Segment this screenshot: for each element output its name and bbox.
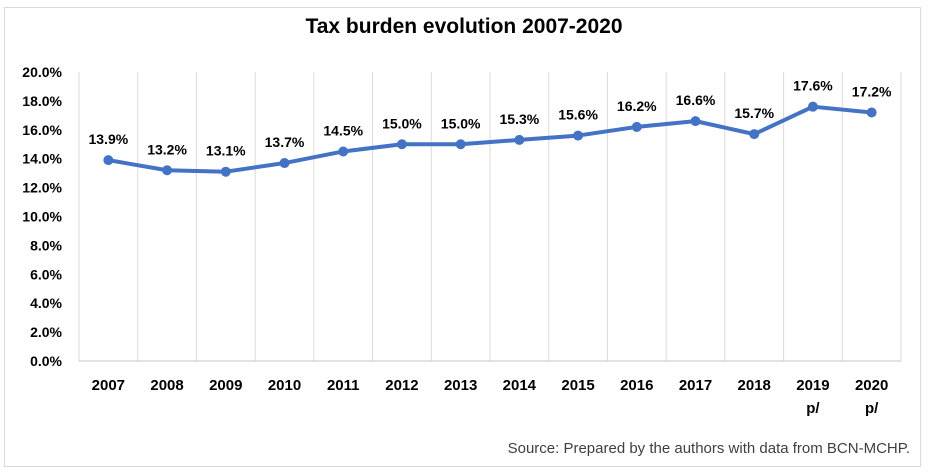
x-axis-label-2008: 2008 xyxy=(150,377,183,394)
x-axis-label-2020: 2020 xyxy=(855,377,888,394)
data-label-2017: 16.6% xyxy=(676,92,716,108)
x-axis-sublabel-2020: p/ xyxy=(865,400,879,417)
y-axis-label: 4.0% xyxy=(30,295,62,311)
y-axis-label: 2.0% xyxy=(30,324,62,340)
x-axis-label-2013: 2013 xyxy=(444,377,477,394)
y-axis-label: 20.0% xyxy=(22,64,62,80)
data-point-2009 xyxy=(220,166,231,177)
y-axis-label: 8.0% xyxy=(30,237,62,253)
data-label-2009: 13.1% xyxy=(206,143,246,159)
data-point-2011 xyxy=(338,146,349,157)
data-label-2007: 13.9% xyxy=(89,131,129,147)
data-point-2016 xyxy=(631,121,642,132)
data-point-2010 xyxy=(279,158,290,169)
data-label-2019: 17.6% xyxy=(793,78,833,94)
data-point-2015 xyxy=(573,130,584,141)
y-axis-label: 10.0% xyxy=(22,209,62,225)
y-axis-label: 14.0% xyxy=(22,151,62,167)
x-axis-label-2018: 2018 xyxy=(738,377,771,394)
y-axis-label: 16.0% xyxy=(22,122,62,138)
y-axis-label: 0.0% xyxy=(30,353,62,369)
data-point-2017 xyxy=(690,116,701,127)
data-point-2013 xyxy=(455,139,466,150)
data-point-2014 xyxy=(514,134,525,145)
data-point-2019 xyxy=(807,101,818,112)
data-point-2018 xyxy=(749,129,760,140)
x-axis-label-2017: 2017 xyxy=(679,377,712,394)
x-axis-label-2010: 2010 xyxy=(268,377,301,394)
y-axis-label: 12.0% xyxy=(22,180,62,196)
y-axis-label: 18.0% xyxy=(22,93,62,109)
series-line xyxy=(106,104,874,174)
source-note: Source: Prepared by the authors with dat… xyxy=(507,440,910,457)
data-point-2007 xyxy=(103,155,114,166)
data-label-2015: 15.6% xyxy=(558,107,598,123)
data-label-2013: 15.0% xyxy=(441,115,481,131)
x-axis-label-2016: 2016 xyxy=(620,377,653,394)
data-point-2008 xyxy=(162,165,173,176)
data-label-2010: 13.7% xyxy=(265,134,305,150)
data-label-2008: 13.2% xyxy=(147,141,187,157)
data-label-2012: 15.0% xyxy=(382,115,422,131)
x-axis-label-2011: 2011 xyxy=(327,377,360,394)
data-label-2016: 16.2% xyxy=(617,98,657,114)
x-axis-label-2012: 2012 xyxy=(385,377,418,394)
x-axis-label-2015: 2015 xyxy=(561,377,594,394)
data-point-2012 xyxy=(396,139,407,150)
data-label-2018: 15.7% xyxy=(734,105,774,121)
x-axis-label-2007: 2007 xyxy=(92,377,125,394)
data-point-2020 xyxy=(866,107,877,118)
chart-title: Tax burden evolution 2007-2020 xyxy=(305,15,623,38)
x-axis-label-2014: 2014 xyxy=(503,377,537,394)
data-label-2014: 15.3% xyxy=(500,111,540,127)
x-axis-label-2009: 2009 xyxy=(209,377,242,394)
x-axis-sublabel-2019: p/ xyxy=(806,400,820,417)
data-label-2020: 17.2% xyxy=(852,83,892,99)
data-label-2011: 14.5% xyxy=(323,122,363,138)
y-axis-label: 6.0% xyxy=(30,266,62,282)
x-axis-label-2019: 2019 xyxy=(796,377,829,394)
